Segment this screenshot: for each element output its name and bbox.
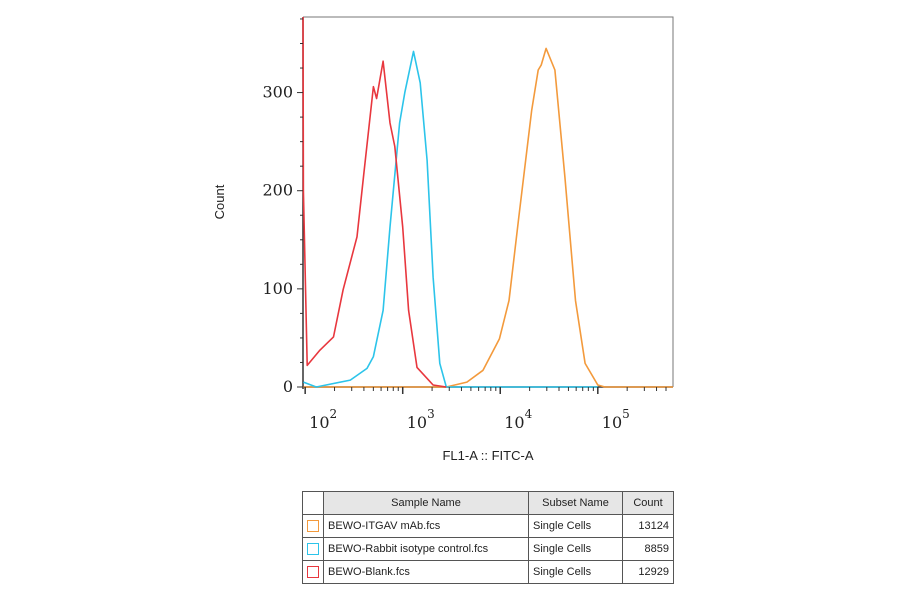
x-tick-label: 103	[407, 407, 435, 432]
series-line-1	[303, 50, 598, 388]
sample-name: BEWO-Blank.fcs	[323, 560, 529, 584]
swatch-header	[302, 491, 324, 515]
x-axis-title: FL1-A :: FITC-A	[442, 448, 533, 463]
y-tick-label: 300	[262, 83, 293, 102]
header-subset-name: Subset Name	[528, 491, 623, 515]
plot-frame	[303, 16, 674, 387]
header-sample-name: Sample Name	[323, 491, 529, 515]
subset-name: Single Cells	[528, 560, 623, 584]
x-tick-label: 105	[602, 407, 630, 432]
y-axis-title: Count	[212, 184, 227, 219]
sample-name: BEWO-ITGAV mAb.fcs	[323, 514, 529, 538]
event-count: 13124	[622, 514, 674, 538]
y-tick-label: 200	[262, 181, 293, 200]
orange-swatch-icon	[302, 514, 324, 538]
y-tick-label: 100	[262, 279, 293, 298]
subset-name: Single Cells	[528, 514, 623, 538]
sample-legend-table: Sample Name Subset Name Count BEWO-ITGAV…	[302, 491, 674, 584]
cyan-swatch-icon	[302, 537, 324, 561]
legend-header-row: Sample Name Subset Name Count	[302, 491, 674, 515]
legend-row: BEWO-Blank.fcs Single Cells 12929	[302, 560, 674, 584]
event-count: 12929	[622, 560, 674, 584]
event-count: 8859	[622, 537, 674, 561]
header-count: Count	[622, 491, 674, 515]
series-line-2	[302, 16, 447, 388]
legend-row: BEWO-ITGAV mAb.fcs Single Cells 13124	[302, 514, 674, 538]
x-tick-label: 102	[309, 407, 337, 432]
series-line-0	[303, 47, 673, 388]
legend-row: BEWO-Rabbit isotype control.fcs Single C…	[302, 537, 674, 561]
x-tick-label: 104	[504, 407, 532, 432]
red-swatch-icon	[302, 560, 324, 584]
subset-name: Single Cells	[528, 537, 623, 561]
y-tick-label: 0	[283, 377, 293, 396]
sample-name: BEWO-Rabbit isotype control.fcs	[323, 537, 529, 561]
